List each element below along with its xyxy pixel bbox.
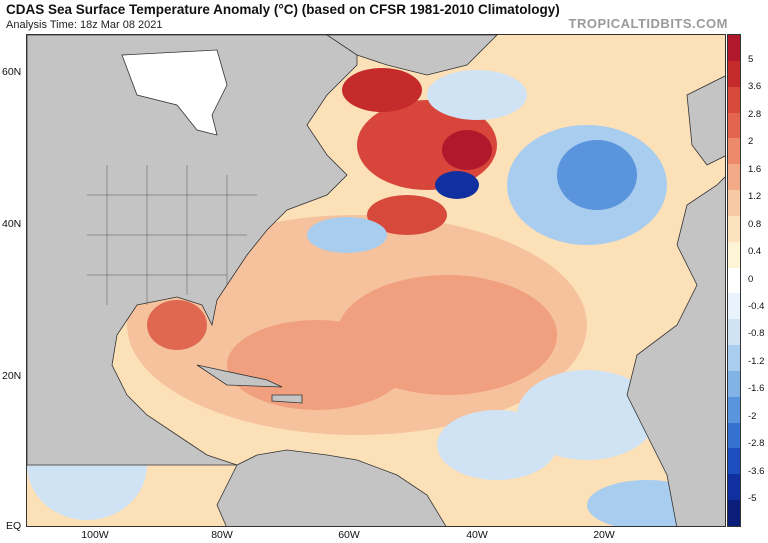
colorbar-swatch [728,215,740,243]
warm-anomaly-region [227,320,407,410]
colorbar-swatch [728,35,740,62]
colorbar-swatch [728,112,740,139]
warm-anomaly-region [342,68,422,112]
lon-label-60w: 60W [338,529,360,541]
colorbar-swatch [728,60,740,88]
map-canvas [27,35,725,526]
colorbar-swatch [728,190,740,217]
lon-label-100w: 100W [81,529,109,541]
europe-africa-landmass [626,176,725,526]
colorbar-label: 0.8 [748,218,762,230]
colorbar-swatch [728,138,740,165]
south-america-landmass [216,449,447,526]
analysis-time: Analysis Time: 18z Mar 08 2021 [6,19,163,31]
colorbar-label: -3.6 [748,465,765,477]
cool-anomaly-region [435,171,479,199]
colorbar-swatch [728,241,740,269]
colorbar-swatch [728,396,740,424]
colorbar-label: 3.6 [748,81,762,93]
hispaniola-island [271,394,303,404]
colorbar-label: -2.8 [748,438,765,450]
colorbar-swatch [728,422,740,449]
north-america-landmass [27,35,358,466]
colorbar-label: -5 [748,493,757,505]
colorbar-swatch [728,319,740,346]
lat-label-40n: 40N [2,218,22,230]
chart-title: CDAS Sea Surface Temperature Anomaly (°C… [6,2,560,17]
colorbar-swatch [728,474,740,501]
brand-watermark: TROPICALTIDBITS.COM [568,16,728,31]
colorbar-label: 1.2 [748,191,762,203]
colorbar-label: -0.4 [748,300,765,312]
sst-anomaly-map [26,34,726,527]
cool-anomaly-region [437,410,557,480]
political-borders [87,165,257,305]
warm-anomaly-region [442,130,492,170]
colorbar-label: 0 [748,273,754,285]
lon-label-20w: 20W [593,529,615,541]
colorbar-swatch [728,293,740,320]
colorbar-swatch [728,86,740,113]
colorbar-swatch [728,345,740,372]
colorbar-swatch [728,370,740,398]
colorbar-label: 1.6 [748,163,762,175]
lat-label-eq: EQ [6,520,22,532]
colorbar-label: 5 [748,53,754,65]
lat-label-20n: 20N [2,370,22,382]
colorbar-label: -2 [748,410,757,422]
colorbar-label: 2.8 [748,108,762,120]
lon-label-40w: 40W [466,529,488,541]
greenland-landmass [326,35,498,76]
colorbar-swatch [728,500,740,527]
colorbar-label: 0.4 [748,246,762,258]
warm-anomaly-region [147,300,207,350]
colorbar-label: -1.6 [748,383,765,395]
cool-anomaly-region [427,70,527,120]
lon-label-80w: 80W [211,529,233,541]
colorbar-swatch [728,164,740,191]
british-isles-landmass [686,75,725,166]
colorbar-label: -0.8 [748,328,765,340]
colorbar-swatch [728,267,740,294]
lat-label-60n: 60N [2,66,22,78]
colorbar-label: 2 [748,136,754,148]
colorbar-label: -1.2 [748,355,765,367]
hudson-bay-ice [121,49,228,136]
cuba-island [196,364,283,388]
cool-anomaly-region [307,217,387,253]
warm-anomaly-region [367,195,447,235]
cool-anomaly-region [557,140,637,210]
colorbar [727,34,741,527]
colorbar-swatch [728,448,740,475]
